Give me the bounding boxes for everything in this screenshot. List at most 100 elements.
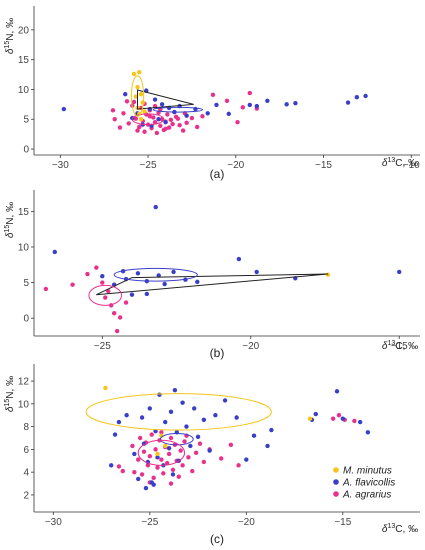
point-mminutus: [307, 416, 313, 421]
point-aagrarius: [112, 117, 117, 122]
legend-marker: [333, 479, 339, 485]
point-aagrarius: [210, 92, 216, 98]
point-aagrarius: [219, 456, 224, 461]
y-tick-label: 4: [23, 468, 29, 479]
y-tick-label: 15: [18, 55, 30, 66]
point-aagrarius: [170, 467, 176, 473]
point-aagrarius: [94, 265, 99, 270]
point-aflavicollis: [265, 443, 270, 449]
point-aagrarius: [159, 430, 164, 435]
point-aflavicollis: [284, 102, 289, 107]
y-axis-label: δ15N, ‰: [4, 376, 16, 412]
point-aflavicollis: [201, 417, 207, 422]
point-aflavicollis: [168, 409, 174, 415]
point-aagrarius: [194, 124, 200, 130]
point-aflavicollis: [166, 446, 172, 451]
point-aflavicollis: [363, 93, 368, 99]
point-aagrarius: [228, 442, 234, 448]
point-aflavicollis: [159, 102, 165, 107]
point-aflavicollis: [188, 443, 193, 449]
point-aflavicollis: [151, 482, 156, 487]
point-aagrarius: [165, 112, 170, 117]
x-tick-label: −10: [403, 160, 420, 171]
point-aflavicollis: [155, 455, 160, 460]
point-aagrarius: [70, 282, 75, 287]
point-aflavicollis: [191, 406, 197, 411]
point-aagrarius: [154, 130, 160, 136]
point-aflavicollis: [236, 256, 242, 262]
point-aagrarius: [141, 449, 147, 454]
point-aflavicollis: [397, 269, 402, 275]
point-aflavicollis: [251, 433, 257, 438]
point-aflavicollis: [313, 411, 318, 417]
point-aflavicollis: [109, 463, 114, 468]
point-aagrarius: [235, 120, 240, 125]
point-aagrarius: [330, 416, 336, 421]
point-aagrarius: [131, 99, 137, 105]
point-aagrarius: [189, 115, 195, 121]
x-axis-label: δ13C, ‰: [382, 523, 418, 535]
x-axis-label: δ13C, ‰: [382, 157, 418, 169]
y-tick-label: 2: [23, 490, 29, 501]
point-aflavicollis: [100, 273, 105, 279]
legend-marker: [333, 491, 339, 497]
point-aagrarius: [124, 99, 130, 104]
ellipse-aflavicollis: [152, 106, 203, 113]
point-aflavicollis: [153, 428, 158, 434]
y-tick-label: 0: [23, 145, 29, 156]
point-aagrarius: [137, 124, 142, 130]
point-aagrarius: [151, 475, 156, 481]
y-tick-label: 5: [23, 115, 29, 126]
point-aagrarius: [137, 435, 143, 441]
y-tick-label: 5: [23, 278, 29, 289]
point-aflavicollis: [213, 413, 218, 418]
point-aagrarius: [121, 111, 126, 116]
point-aflavicollis: [222, 398, 228, 403]
x-tick-label: −30: [45, 517, 62, 528]
point-aagrarius: [236, 463, 241, 468]
point-aagrarius: [139, 472, 145, 477]
ellipse-aflavicollis: [113, 267, 198, 282]
point-mminutus: [138, 117, 144, 122]
point-aagrarius: [100, 280, 105, 285]
point-aagrarius: [155, 465, 160, 470]
point-aflavicollis: [124, 413, 129, 418]
x-tick-label: −25: [94, 341, 111, 352]
point-aflavicollis: [172, 387, 178, 393]
x-tick-label: −25: [140, 160, 157, 171]
point-aagrarius: [178, 448, 183, 453]
point-aagrarius: [240, 105, 245, 110]
point-aagrarius: [111, 311, 117, 316]
point-mminutus: [135, 84, 140, 90]
point-aagrarius: [247, 90, 253, 96]
point-aflavicollis: [340, 416, 345, 421]
point-aflavicollis: [205, 111, 210, 116]
point-aflavicollis: [247, 102, 253, 108]
point-mminutus: [131, 71, 137, 77]
point-aagrarius: [168, 117, 174, 123]
point-aflavicollis: [52, 249, 57, 255]
point-aagrarius: [147, 114, 152, 119]
point-aagrarius: [142, 129, 147, 134]
point-aagrarius: [85, 271, 90, 277]
x-tick-label: −30: [52, 160, 69, 171]
panel-label: (a): [210, 167, 225, 181]
point-aflavicollis: [354, 94, 360, 100]
point-aflavicollis: [144, 291, 150, 297]
point-mminutus: [163, 443, 168, 449]
point-aflavicollis: [152, 97, 158, 102]
y-tick-label: 10: [18, 399, 30, 410]
x-tick-label: −20: [227, 160, 244, 171]
point-aflavicollis: [156, 273, 161, 278]
legend-label: A. agrarius: [342, 490, 391, 501]
y-tick-label: 6: [23, 445, 29, 456]
point-aflavicollis: [234, 415, 239, 420]
point-aflavicollis: [214, 102, 219, 108]
point-aflavicollis: [135, 271, 141, 276]
y-tick-label: 8: [23, 422, 29, 433]
point-aflavicollis: [153, 204, 158, 210]
point-aflavicollis: [156, 117, 161, 122]
point-aagrarius: [186, 455, 191, 460]
